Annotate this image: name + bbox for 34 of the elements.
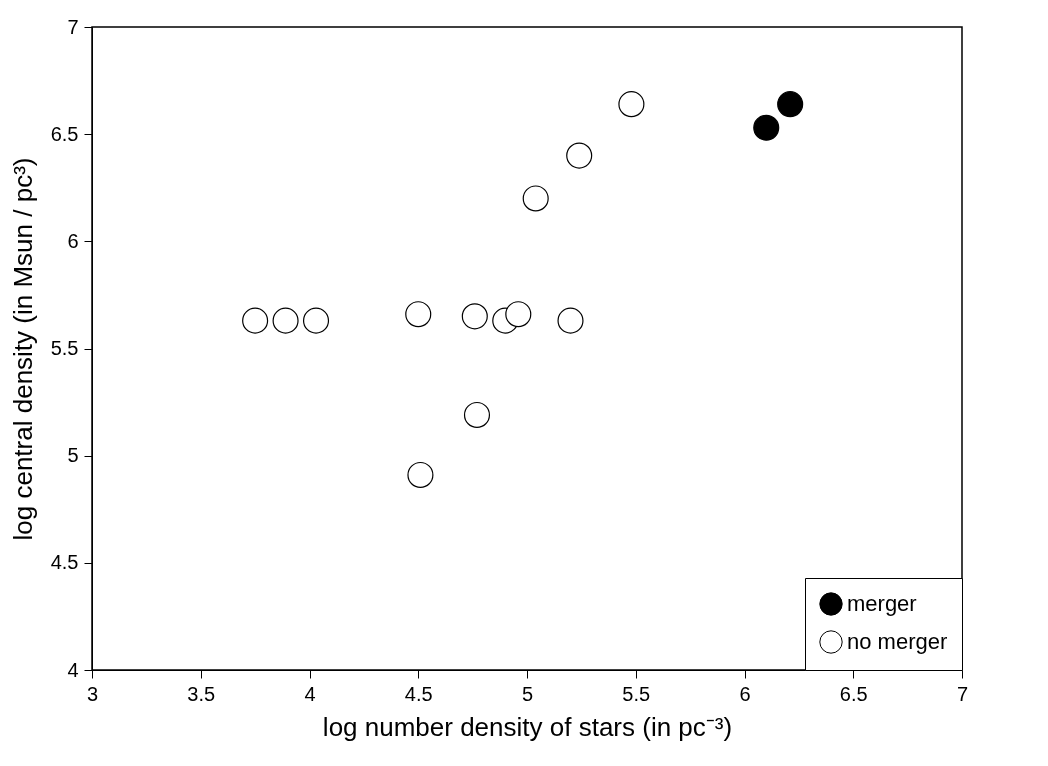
point xyxy=(557,307,584,334)
y-axis-title: log central density (in Msun / pc³) xyxy=(7,157,38,541)
point xyxy=(566,142,593,169)
x-tick-label: 3.5 xyxy=(187,682,216,705)
point xyxy=(461,303,488,330)
x-axis-title: log number density of stars (in pc⁻³) xyxy=(322,711,733,742)
point xyxy=(405,301,432,328)
x-tick-label: 4.5 xyxy=(404,682,433,705)
x-tick-label: 7 xyxy=(956,682,969,705)
x-tick-label: 5.5 xyxy=(622,682,651,705)
x-tick-label: 6.5 xyxy=(839,682,868,705)
y-tick-label: 4 xyxy=(67,658,79,681)
point xyxy=(777,91,804,118)
y-tick-label: 5.5 xyxy=(50,337,79,359)
y-tick-label: 6.5 xyxy=(50,122,79,145)
point xyxy=(463,401,491,428)
point xyxy=(302,307,330,334)
point xyxy=(407,461,434,488)
y-tick-label: 5 xyxy=(67,444,79,467)
point xyxy=(618,91,645,118)
x-tick-label: 3 xyxy=(86,682,99,705)
x-tick-label: 4 xyxy=(304,682,316,705)
legend-label: no merger xyxy=(847,629,948,654)
point xyxy=(753,114,780,141)
point xyxy=(522,185,549,212)
point xyxy=(505,301,532,328)
x-tick-label: 6 xyxy=(739,682,751,705)
point xyxy=(242,307,269,334)
y-tick-label: 4.5 xyxy=(50,551,79,574)
y-tick-label: 6 xyxy=(67,229,79,252)
point xyxy=(272,307,299,334)
y-tick-label: 7 xyxy=(67,15,79,38)
legend-label: merger xyxy=(847,591,917,616)
x-tick-label: 5 xyxy=(521,682,534,705)
